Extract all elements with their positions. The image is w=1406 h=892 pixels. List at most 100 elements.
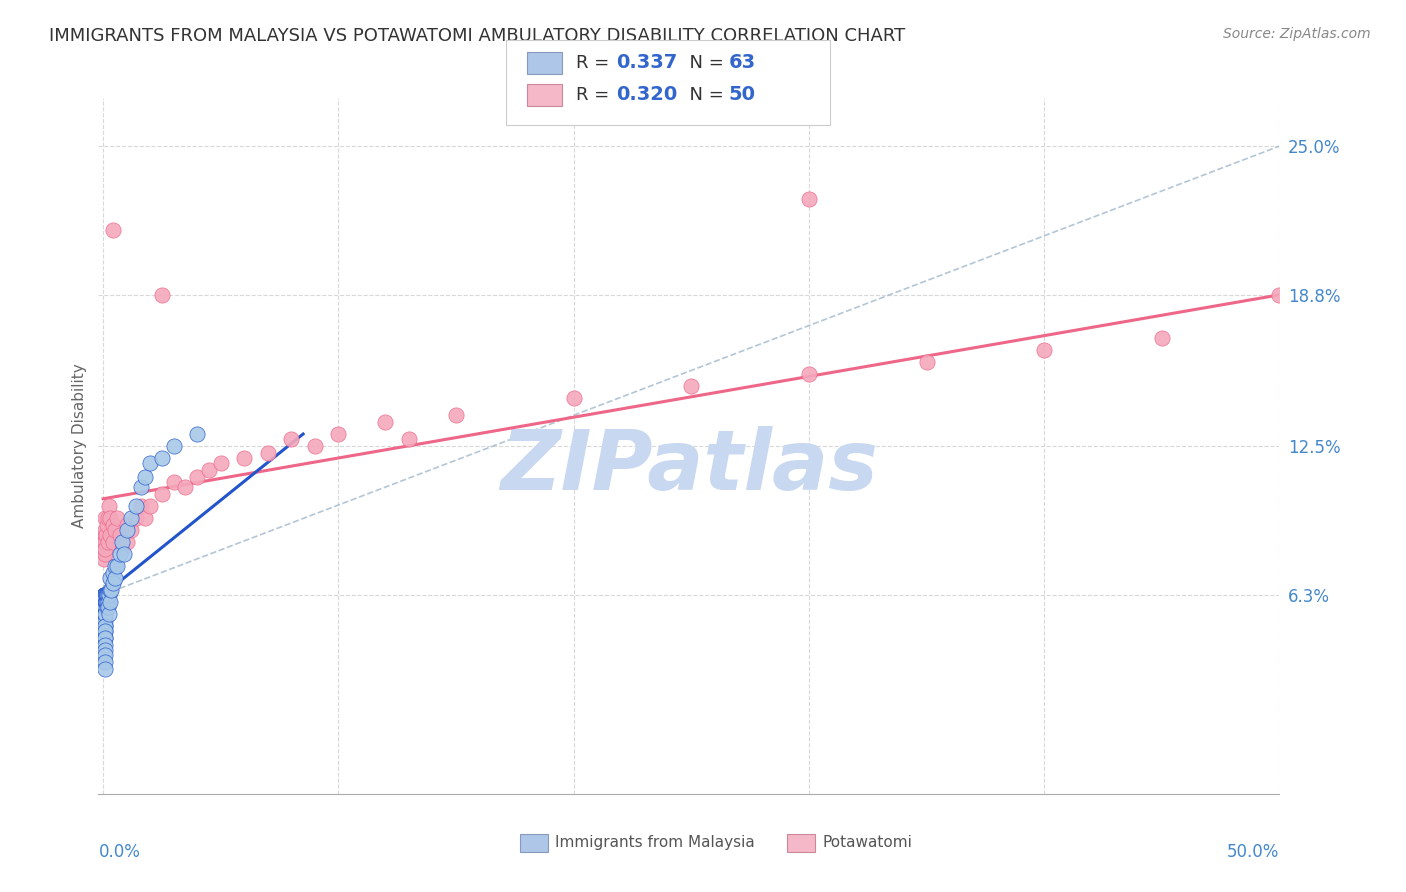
Point [129, 499, 152, 513]
Point [98, 499, 121, 513]
Point [94, 528, 117, 542]
Point [96, 588, 118, 602]
Point [280, 432, 302, 446]
Point [1268, 288, 1291, 302]
Point [93, 595, 115, 609]
Point [115, 518, 138, 533]
Point [120, 511, 142, 525]
Point [105, 511, 128, 525]
Point [115, 523, 138, 537]
Point [150, 450, 173, 465]
Point [209, 456, 232, 470]
Point [93, 588, 115, 602]
Point [98, 595, 121, 609]
Point [1150, 331, 1173, 345]
Point [93, 551, 115, 566]
Point [101, 575, 124, 590]
Point [444, 408, 467, 422]
Point [1033, 343, 1056, 357]
Point [98, 571, 121, 585]
Text: 0.0%: 0.0% [98, 843, 141, 861]
Point [374, 415, 396, 429]
Point [129, 480, 152, 494]
Point [104, 558, 127, 573]
Point [94, 655, 117, 669]
Point [94, 614, 117, 628]
Point [104, 523, 127, 537]
Point [93, 588, 115, 602]
Point [98, 511, 121, 525]
Point [97, 535, 120, 549]
Text: 63: 63 [728, 54, 755, 72]
Point [96, 595, 118, 609]
Point [797, 192, 820, 206]
Point [93, 599, 115, 614]
Point [93, 595, 115, 609]
Point [94, 619, 117, 633]
Text: R =: R = [576, 54, 616, 72]
Point [94, 542, 117, 557]
Point [681, 379, 703, 393]
Text: 0.337: 0.337 [616, 54, 678, 72]
Text: N =: N = [678, 54, 730, 72]
Point [93, 588, 115, 602]
Text: IMMIGRANTS FROM MALAYSIA VS POTAWATOMI AMBULATORY DISABILITY CORRELATION CHART: IMMIGRANTS FROM MALAYSIA VS POTAWATOMI A… [49, 27, 905, 45]
Point [105, 558, 128, 573]
Point [101, 518, 124, 533]
Point [94, 535, 117, 549]
Point [304, 439, 326, 453]
Point [94, 595, 117, 609]
Point [93, 588, 115, 602]
Text: Immigrants from Malaysia: Immigrants from Malaysia [555, 836, 755, 850]
Point [94, 662, 117, 676]
Point [94, 588, 117, 602]
Point [93, 535, 115, 549]
Point [562, 391, 585, 405]
Point [101, 566, 124, 581]
Point [112, 547, 135, 561]
Point [97, 588, 120, 602]
Point [94, 638, 117, 652]
Point [108, 528, 131, 542]
Point [94, 624, 117, 638]
Point [97, 595, 120, 609]
Point [93, 588, 115, 602]
Point [98, 528, 121, 542]
Point [94, 643, 117, 657]
Point [94, 607, 117, 621]
Point [186, 470, 208, 484]
Point [915, 355, 938, 369]
Point [328, 427, 350, 442]
Point [125, 499, 148, 513]
Point [93, 528, 115, 542]
Point [97, 599, 120, 614]
Text: Source: ZipAtlas.com: Source: ZipAtlas.com [1223, 27, 1371, 41]
Point [120, 523, 142, 537]
Point [94, 648, 117, 662]
Point [94, 631, 117, 645]
Point [186, 427, 208, 442]
Point [125, 511, 148, 525]
Point [104, 571, 127, 585]
Point [134, 511, 156, 525]
Text: R =: R = [576, 86, 616, 104]
Point [101, 535, 124, 549]
Point [94, 588, 117, 602]
Point [94, 547, 117, 561]
Point [101, 223, 124, 237]
Point [94, 599, 117, 614]
Point [94, 624, 117, 638]
Point [139, 456, 162, 470]
Point [93, 588, 115, 602]
Point [94, 599, 117, 614]
Point [96, 595, 118, 609]
Text: Potawatomi: Potawatomi [823, 836, 912, 850]
Point [163, 439, 186, 453]
Point [96, 588, 118, 602]
Point [96, 599, 118, 614]
Point [94, 619, 117, 633]
Point [139, 499, 162, 513]
Text: 50.0%: 50.0% [1227, 843, 1279, 861]
Point [94, 590, 117, 604]
Point [100, 582, 122, 597]
